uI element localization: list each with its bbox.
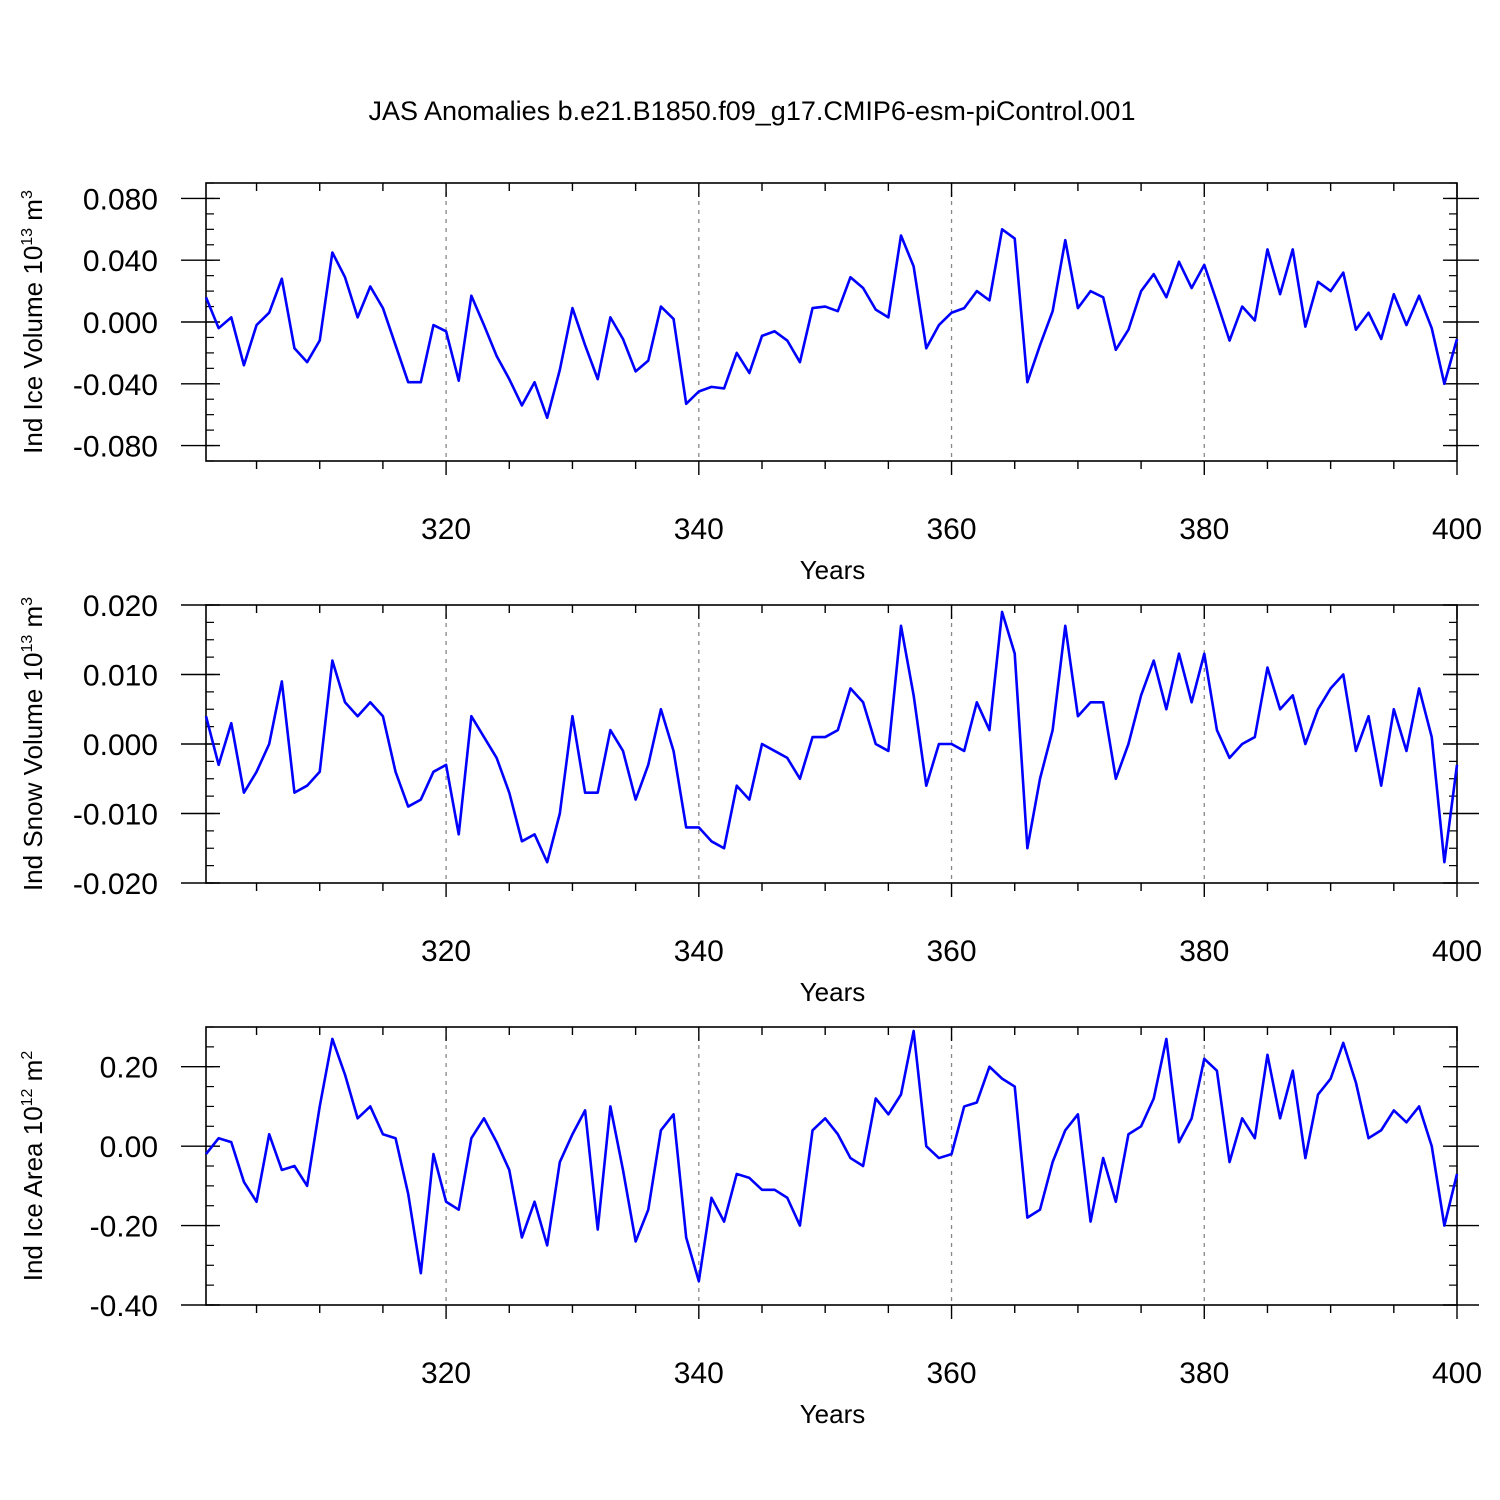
x-tick-label: 380 bbox=[1179, 513, 1229, 546]
x-tick-label: 340 bbox=[674, 935, 724, 968]
y-tick-label: 0.040 bbox=[83, 245, 158, 278]
y-tick-label: -0.020 bbox=[73, 868, 158, 901]
series-line bbox=[204, 228, 1459, 420]
y-tick-label: -0.080 bbox=[73, 431, 158, 464]
y-tick-label: 0.020 bbox=[83, 590, 158, 623]
panel-ice-area: -0.40 -0.20 0.00 0.20 320 340 360 380 400 Years In… bbox=[18, 1026, 1482, 1429]
x-tick-label: 320 bbox=[421, 1357, 471, 1390]
series-line bbox=[204, 1029, 1459, 1283]
y-tick-label: 0.00 bbox=[100, 1131, 158, 1164]
series-line bbox=[204, 610, 1459, 864]
x-tick-label: 360 bbox=[927, 1357, 977, 1390]
y-tick-label: -0.20 bbox=[90, 1211, 158, 1244]
x-tick-label: 360 bbox=[927, 935, 977, 968]
x-tick-label: 340 bbox=[674, 513, 724, 546]
y-tick-label: -0.010 bbox=[73, 799, 158, 832]
panel-snow-volume: -0.020 -0.010 0.000 0.010 0.020 320 340 360 380 4… bbox=[18, 590, 1482, 1007]
x-tick-label: 380 bbox=[1179, 1357, 1229, 1390]
panel-ice-volume: -0.080 -0.040 0.000 0.040 0.080 320 340 360 380 4… bbox=[18, 182, 1482, 585]
plot-frame bbox=[205, 182, 1458, 462]
y-tick-label: 0.000 bbox=[83, 729, 158, 762]
y-tick-label: -0.40 bbox=[90, 1290, 158, 1323]
y-tick-label: 0.010 bbox=[83, 660, 158, 693]
x-tick-label: 400 bbox=[1432, 935, 1482, 968]
y-tick-label: 0.000 bbox=[83, 307, 158, 340]
x-tick-label: 320 bbox=[421, 935, 471, 968]
x-axis-title: Years bbox=[800, 555, 866, 585]
x-tick-label: 400 bbox=[1432, 1357, 1482, 1390]
x-tick-label: 360 bbox=[927, 513, 977, 546]
y-axis-title: Ind Snow Volume 1013 m3 bbox=[18, 597, 48, 891]
x-tick-label: 380 bbox=[1179, 935, 1229, 968]
y-tick-label: 0.20 bbox=[100, 1052, 158, 1085]
y-tick-label: -0.040 bbox=[73, 369, 158, 402]
plot-frame bbox=[205, 604, 1458, 884]
x-tick-label: 340 bbox=[674, 1357, 724, 1390]
y-tick-label: 0.080 bbox=[83, 183, 158, 216]
y-axis-title: Ind Ice Volume 1013 m3 bbox=[18, 190, 48, 454]
x-tick-label: 400 bbox=[1432, 513, 1482, 546]
figure-title: JAS Anomalies b.e21.B1850.f09_g17.CMIP6-… bbox=[369, 96, 1136, 126]
x-axis-title: Years bbox=[800, 977, 866, 1007]
x-tick-label: 320 bbox=[421, 513, 471, 546]
x-axis-title: Years bbox=[800, 1399, 866, 1429]
y-axis-title: Ind Ice Area 1012 m2 bbox=[18, 1051, 48, 1282]
